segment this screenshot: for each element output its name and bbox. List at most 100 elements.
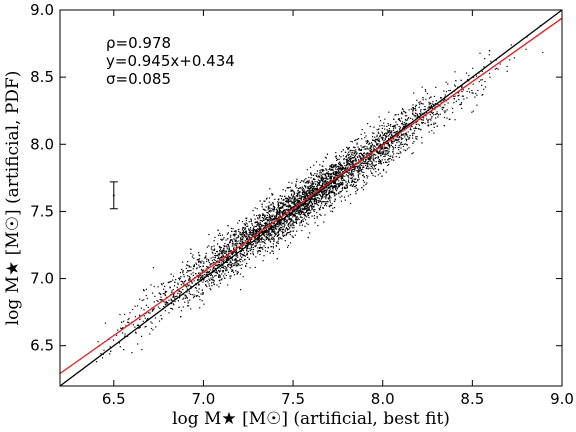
- scatter-point: [423, 117, 425, 119]
- scatter-point: [337, 192, 339, 194]
- scatter-point: [398, 138, 400, 141]
- scatter-point: [145, 325, 147, 327]
- scatter-point: [277, 199, 280, 201]
- scatter-point: [243, 231, 245, 233]
- scatter-point: [319, 187, 321, 189]
- scatter-point: [296, 202, 298, 204]
- scatter-point: [454, 119, 456, 121]
- scatter-point: [339, 191, 341, 193]
- scatter-point: [283, 221, 285, 223]
- scatter-point: [232, 228, 234, 230]
- scatter-point: [193, 295, 195, 298]
- scatter-point: [364, 160, 366, 163]
- scatter-point: [245, 222, 247, 224]
- scatter-point: [236, 271, 238, 273]
- scatter-point: [381, 137, 383, 139]
- scatter-point: [396, 123, 398, 126]
- scatter-point: [389, 136, 391, 138]
- scatter-point: [412, 142, 414, 144]
- scatter-point: [284, 218, 286, 220]
- scatter-point: [466, 97, 468, 99]
- scatter-point: [351, 181, 353, 183]
- axis-ticks: 6.5 7.0 7.5 8.0 8.5 9.06.57.07.58.08.59.0: [30, 1, 574, 408]
- scatter-point: [202, 265, 204, 267]
- scatter-point: [274, 232, 276, 235]
- scatter-point: [400, 147, 402, 149]
- scatter-point: [338, 163, 341, 166]
- scatter-point: [237, 222, 239, 224]
- scatter-point: [392, 155, 394, 157]
- scatter-point: [118, 342, 120, 344]
- scatter-point: [388, 148, 390, 150]
- scatter-point: [212, 261, 214, 264]
- scatter-point: [324, 196, 326, 198]
- scatter-point: [143, 289, 145, 291]
- scatter-point: [264, 243, 266, 245]
- scatter-point: [183, 284, 185, 286]
- scatter-point: [172, 296, 174, 298]
- scatter-point: [416, 114, 418, 117]
- scatter-point: [392, 149, 394, 151]
- scatter-point: [219, 250, 221, 253]
- scatter-point: [350, 173, 352, 175]
- scatter-point: [426, 118, 428, 120]
- scatter-point: [389, 125, 392, 127]
- scatter-point: [282, 210, 285, 212]
- scatter-point: [324, 214, 326, 216]
- scatter-point: [243, 223, 245, 225]
- scatter-point: [382, 153, 384, 155]
- scatter-point: [240, 239, 242, 241]
- scatter-point: [266, 220, 268, 222]
- scatter-point: [239, 273, 242, 275]
- scatter-point: [287, 209, 289, 212]
- scatter-point: [260, 232, 262, 234]
- scatter-point: [483, 66, 485, 68]
- scatter-point: [292, 224, 294, 226]
- scatter-point: [201, 260, 203, 262]
- scatter-point: [347, 167, 349, 169]
- scatter-point: [341, 177, 343, 179]
- scatter-point: [430, 123, 432, 126]
- scatter-point: [276, 235, 278, 237]
- scatter-point: [322, 173, 324, 175]
- scatter-point: [375, 164, 377, 166]
- scatter-point: [361, 129, 363, 131]
- scatter-point: [192, 254, 194, 256]
- scatter-point: [430, 119, 432, 121]
- scatter-point: [338, 174, 340, 176]
- scatter-point: [309, 192, 311, 194]
- scatter-point: [380, 152, 382, 154]
- scatter-point: [234, 252, 237, 254]
- scatter-point: [356, 189, 358, 191]
- scatter-point: [269, 188, 271, 190]
- scatter-point: [346, 158, 348, 160]
- scatter-point: [221, 251, 223, 253]
- scatter-point: [353, 175, 355, 177]
- scatter-point: [329, 180, 331, 183]
- scatter-point: [261, 224, 263, 226]
- scatter-point: [379, 151, 381, 153]
- scatter-point: [409, 135, 411, 137]
- scatter-point: [213, 267, 215, 269]
- scatter-point: [297, 194, 299, 196]
- scatter-point: [276, 209, 278, 211]
- scatter-point: [310, 191, 313, 194]
- scatter-point: [136, 305, 139, 307]
- scatter-point: [311, 189, 313, 191]
- scatter-point: [271, 210, 273, 212]
- scatter-point: [401, 134, 403, 136]
- scatter-point: [242, 233, 245, 235]
- scatter-point: [403, 125, 405, 127]
- scatter-point: [360, 133, 362, 135]
- scatter-point: [266, 218, 268, 221]
- scatter-point: [347, 153, 349, 155]
- scatter-point: [296, 195, 298, 197]
- scatter-point: [394, 131, 396, 133]
- scatter-point: [388, 150, 390, 152]
- scatter-point: [349, 184, 351, 187]
- scatter-point: [431, 112, 434, 114]
- scatter-point: [482, 94, 484, 96]
- scatter-point: [386, 125, 388, 127]
- scatter-point: [242, 237, 244, 239]
- scatter-point: [218, 261, 221, 263]
